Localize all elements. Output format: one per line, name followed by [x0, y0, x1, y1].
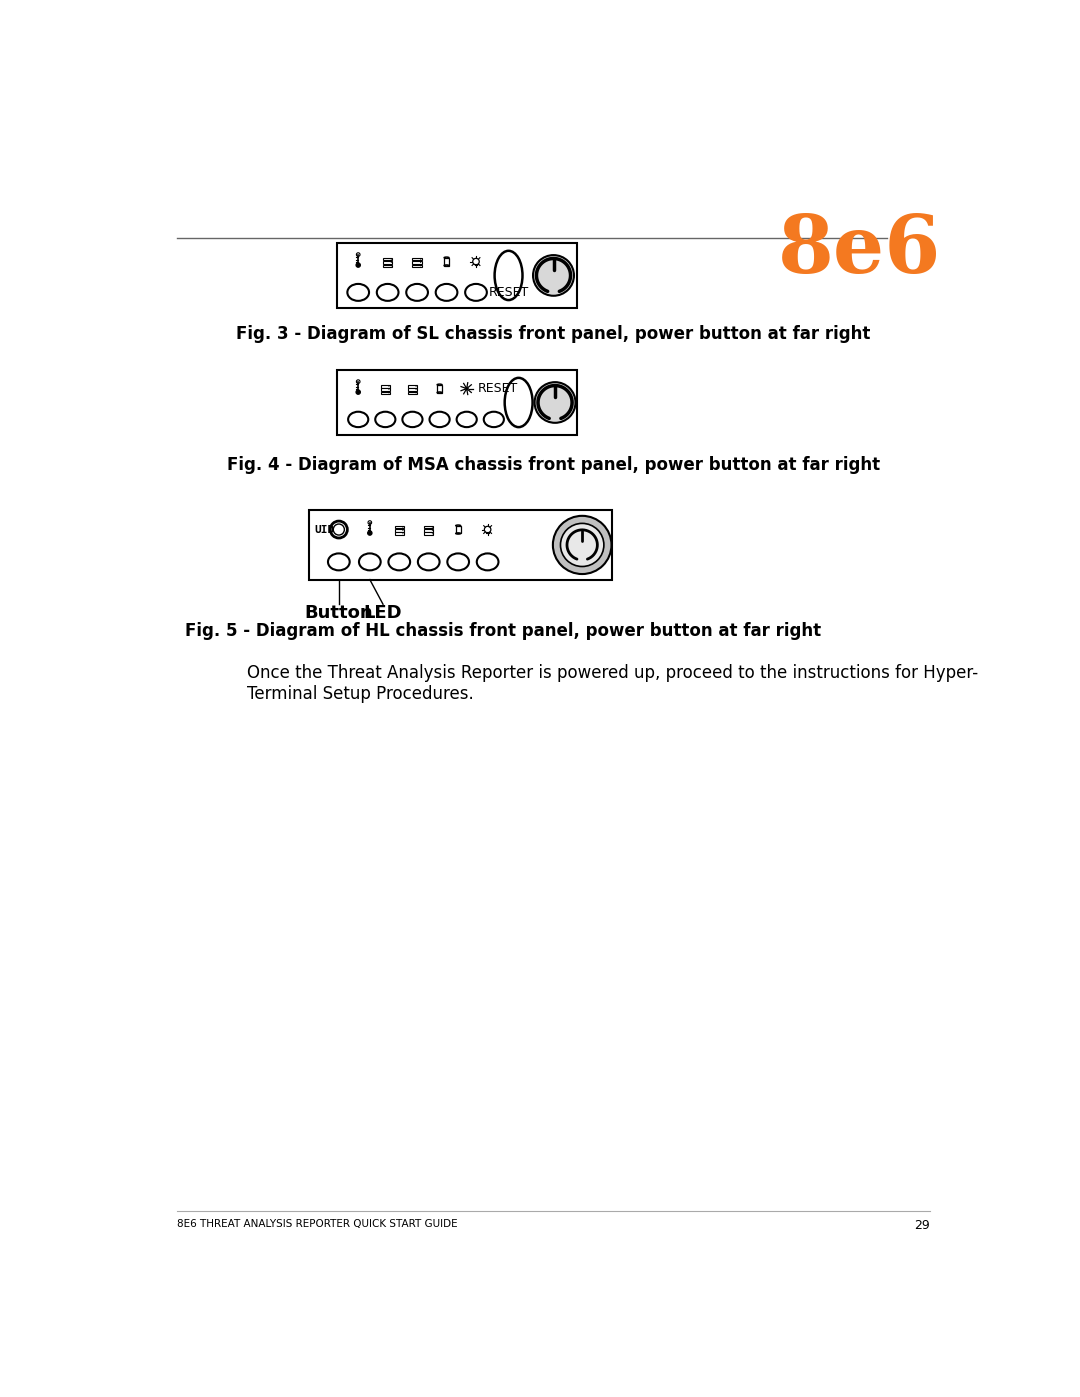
Text: RESET: RESET	[488, 286, 529, 299]
Text: Once the Threat Analysis Reporter is powered up, proceed to the instructions for: Once the Threat Analysis Reporter is pow…	[247, 665, 978, 682]
Circle shape	[367, 531, 372, 535]
Text: UID: UID	[314, 524, 335, 535]
Circle shape	[535, 383, 576, 423]
Circle shape	[356, 263, 361, 267]
Circle shape	[534, 256, 573, 296]
Bar	[408, 391, 417, 394]
Text: RESET: RESET	[477, 383, 517, 395]
Bar	[394, 529, 404, 532]
Text: 8E6 THREAT ANALYSIS REPORTER QUICK START GUIDE: 8E6 THREAT ANALYSIS REPORTER QUICK START…	[177, 1218, 458, 1229]
Bar	[394, 525, 404, 528]
Bar	[456, 525, 461, 534]
Circle shape	[561, 524, 604, 567]
Bar	[424, 532, 433, 535]
Bar	[309, 510, 611, 580]
Bar	[380, 388, 390, 391]
Text: Terminal Setup Procedures.: Terminal Setup Procedures.	[247, 685, 474, 703]
Bar	[413, 258, 422, 260]
Bar	[380, 391, 390, 394]
Bar	[424, 529, 433, 532]
Bar	[380, 386, 390, 387]
Text: LED: LED	[364, 605, 403, 622]
Circle shape	[465, 387, 469, 390]
Bar	[383, 261, 392, 264]
Bar	[394, 532, 404, 535]
Text: Fig. 3 - Diagram of SL chassis front panel, power button at far right: Fig. 3 - Diagram of SL chassis front pan…	[237, 326, 870, 344]
Text: 29: 29	[915, 1218, 930, 1232]
Bar	[337, 370, 577, 436]
Bar	[424, 525, 433, 528]
Bar	[383, 264, 392, 267]
Bar	[413, 264, 422, 267]
Text: Button: Button	[305, 605, 373, 622]
Text: 8e6: 8e6	[778, 212, 941, 291]
Bar	[413, 261, 422, 264]
Bar	[444, 257, 449, 265]
Bar	[408, 386, 417, 387]
Circle shape	[553, 515, 611, 574]
Text: Fig. 5 - Diagram of HL chassis front panel, power button at far right: Fig. 5 - Diagram of HL chassis front pan…	[185, 622, 821, 640]
Bar	[408, 388, 417, 391]
Bar	[437, 384, 442, 393]
Bar	[337, 243, 577, 309]
Bar	[383, 258, 392, 260]
Circle shape	[356, 390, 361, 394]
Text: Fig. 4 - Diagram of MSA chassis front panel, power button at far right: Fig. 4 - Diagram of MSA chassis front pa…	[227, 457, 880, 475]
